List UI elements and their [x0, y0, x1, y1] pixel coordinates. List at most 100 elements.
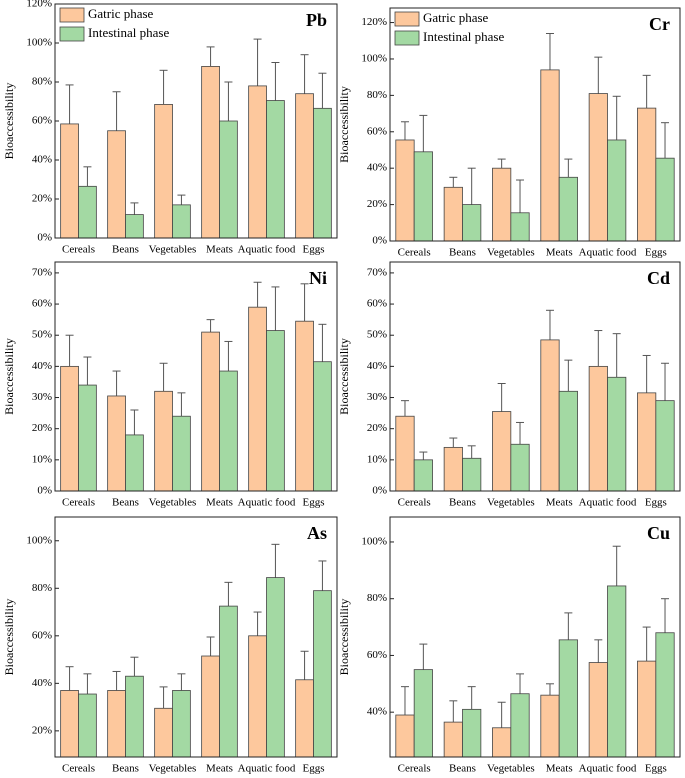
bar	[588, 365, 608, 492]
legend-label: Intestinal phase	[423, 29, 504, 44]
panel: 0% 20% 40% 60% 80% 100% 120% Cereals Beans Vegeta…	[337, 7, 681, 259]
panel: 40% 60% 80% 100% Cereals Beans Vegetables Meats…	[337, 516, 681, 775]
legend-swatch	[59, 26, 85, 42]
bar	[313, 361, 332, 492]
bar	[125, 214, 144, 239]
panel-title: Cu	[647, 523, 670, 543]
y-tick-label: 70%	[32, 266, 52, 278]
panel-title: As	[307, 523, 327, 543]
y-tick-label: 80%	[367, 89, 387, 101]
bar	[154, 707, 173, 758]
x-tick-label: Eggs	[303, 497, 325, 509]
bar	[295, 679, 314, 758]
y-tick-label: 80%	[32, 582, 52, 594]
bar	[540, 69, 560, 242]
bar	[558, 390, 578, 492]
y-tick-label: 0%	[37, 485, 52, 497]
bar	[107, 395, 126, 492]
legend-swatch	[394, 30, 420, 46]
y-tick-label: 30%	[32, 391, 52, 403]
bar	[78, 693, 97, 758]
plot-frame	[389, 7, 681, 242]
x-tick-label: Vegetables	[149, 497, 197, 509]
y-tick-label: 100%	[26, 534, 52, 546]
x-tick-label: Beans	[449, 497, 476, 509]
y-tick-label: 0%	[37, 232, 52, 244]
x-tick-label: Cereals	[398, 763, 431, 775]
y-tick-label: 120%	[361, 16, 387, 28]
bar	[201, 66, 220, 239]
bar	[248, 85, 267, 239]
y-tick-label: 0%	[372, 235, 387, 247]
y-tick-label: 20%	[367, 422, 387, 434]
y-tick-label: 40%	[367, 162, 387, 174]
x-tick-label: Meats	[546, 497, 573, 509]
bar	[313, 590, 332, 758]
y-tick-label: 60%	[367, 298, 387, 310]
y-axis-label: Bioaccessibility	[2, 599, 16, 676]
x-tick-label: Eggs	[645, 247, 667, 259]
y-tick-label: 60%	[32, 298, 52, 310]
y-axis-label: Bioaccessibility	[2, 83, 16, 160]
panel: 0% 10% 20% 30% 40% 50% 60% 70% Cereals Beans Veget…	[337, 261, 681, 509]
x-tick-label: Beans	[449, 763, 476, 775]
y-tick-label: 30%	[367, 391, 387, 403]
panel: 20% 40% 60% 80% 100% Cereals Beans Vegetables Me…	[2, 516, 338, 775]
bar	[60, 123, 79, 239]
bar	[125, 434, 144, 492]
bar	[395, 139, 415, 242]
bar	[655, 157, 675, 242]
bar	[219, 605, 238, 758]
bar	[248, 306, 267, 492]
x-tick-label: Aquatic food	[579, 497, 637, 509]
bar	[413, 151, 433, 242]
bar	[266, 577, 285, 758]
y-axis-label: Bioaccessibility	[337, 86, 351, 163]
y-tick-label: 50%	[32, 329, 52, 341]
panel: 0% 20% 40% 60% 80% 100% 120% Cereals Beans Vegeta…	[2, 0, 338, 256]
x-tick-label: Aquatic food	[579, 763, 637, 775]
bar	[125, 675, 144, 758]
bar	[248, 635, 267, 758]
bar	[172, 690, 191, 758]
panel-title: Ni	[309, 268, 327, 288]
bar	[78, 185, 97, 239]
bar	[219, 370, 238, 492]
x-tick-label: Vegetables	[149, 763, 197, 775]
y-tick-label: 40%	[32, 154, 52, 166]
y-tick-label: 40%	[367, 360, 387, 372]
bar	[266, 100, 285, 239]
x-tick-label: Cereals	[398, 497, 431, 509]
bar	[655, 632, 675, 758]
plot-frame	[389, 261, 681, 492]
x-tick-label: Aquatic food	[238, 763, 296, 775]
y-tick-label: 60%	[32, 115, 52, 127]
x-tick-label: Cereals	[62, 763, 95, 775]
legend-label: Intestinal phase	[88, 25, 169, 40]
y-tick-label: 20%	[32, 422, 52, 434]
legend-label: Gatric phase	[88, 6, 154, 21]
y-tick-label: 20%	[32, 193, 52, 205]
x-tick-label: Cereals	[398, 247, 431, 259]
bar	[492, 411, 512, 492]
x-tick-label: Eggs	[645, 763, 667, 775]
legend-swatch	[59, 7, 85, 23]
legend-label: Gatric phase	[423, 10, 489, 25]
bar	[443, 446, 463, 492]
bar	[154, 390, 173, 492]
y-tick-label: 50%	[367, 329, 387, 341]
y-tick-label: 10%	[367, 453, 387, 465]
bar	[60, 690, 79, 758]
bar	[462, 457, 482, 492]
bar	[107, 690, 126, 758]
bar	[313, 107, 332, 239]
panel-title: Pb	[306, 10, 327, 30]
bar	[492, 167, 512, 242]
plot-frame	[54, 516, 338, 758]
x-tick-label: Beans	[112, 497, 139, 509]
x-tick-label: Meats	[546, 763, 573, 775]
bar	[637, 392, 657, 492]
bar	[462, 204, 482, 242]
y-tick-label: 60%	[32, 629, 52, 641]
